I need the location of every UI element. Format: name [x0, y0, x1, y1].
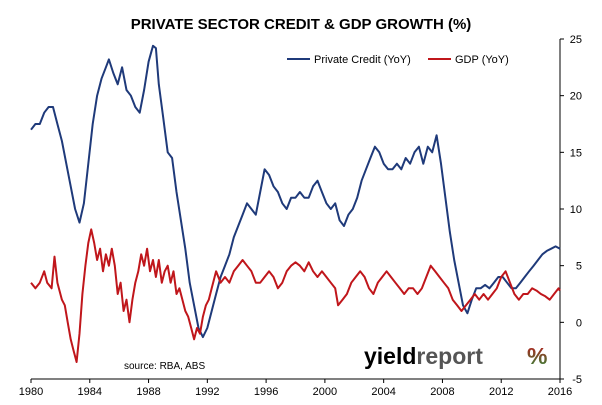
y-tick-label: 0: [576, 317, 582, 329]
series-line-private-credit: [30, 44, 561, 339]
x-tick-label: 2008: [430, 386, 454, 398]
legend-label: GDP (YoY): [455, 54, 509, 66]
axes: 1980 1984 1988 1992 1996 2000 2004 2008 2012 2016…: [19, 34, 582, 398]
x-tick-label: 1980: [19, 386, 43, 398]
y-tick-label: 15: [570, 147, 582, 159]
y-tick-label: 5: [576, 261, 582, 273]
x-tick-label: 2016: [548, 386, 572, 398]
x-tick-label: 1996: [254, 386, 278, 398]
y-tick-label: 25: [570, 34, 582, 46]
x-tick-label: 1984: [78, 386, 102, 398]
logo-percent-symbol: %: [527, 343, 547, 369]
yieldreport-logo: yieldreport %: [364, 343, 547, 369]
legend: Private Credit (YoY) GDP (YoY): [287, 54, 509, 66]
x-tick-label: 2004: [371, 386, 395, 398]
x-tick-label: 1988: [136, 386, 160, 398]
source-label: source: RBA, ABS: [124, 361, 205, 372]
y-tick-label: 10: [570, 204, 582, 216]
svg-text:yieldreport: yieldreport: [364, 343, 483, 369]
y-tick-label: 20: [570, 91, 582, 103]
legend-label: Private Credit (YoY): [314, 54, 411, 66]
x-tick-label: 2012: [489, 386, 513, 398]
x-tick-label: 1992: [195, 386, 219, 398]
logo-word-yield: yield: [364, 343, 416, 369]
y-tick-label: -5: [572, 374, 582, 386]
series-layer: [30, 44, 561, 363]
x-tick-label: 2000: [313, 386, 337, 398]
series-line-gdp: [30, 228, 561, 363]
chart-title: PRIVATE SECTOR CREDIT & GDP GROWTH (%): [130, 16, 472, 33]
logo-word-report: report: [416, 343, 483, 369]
